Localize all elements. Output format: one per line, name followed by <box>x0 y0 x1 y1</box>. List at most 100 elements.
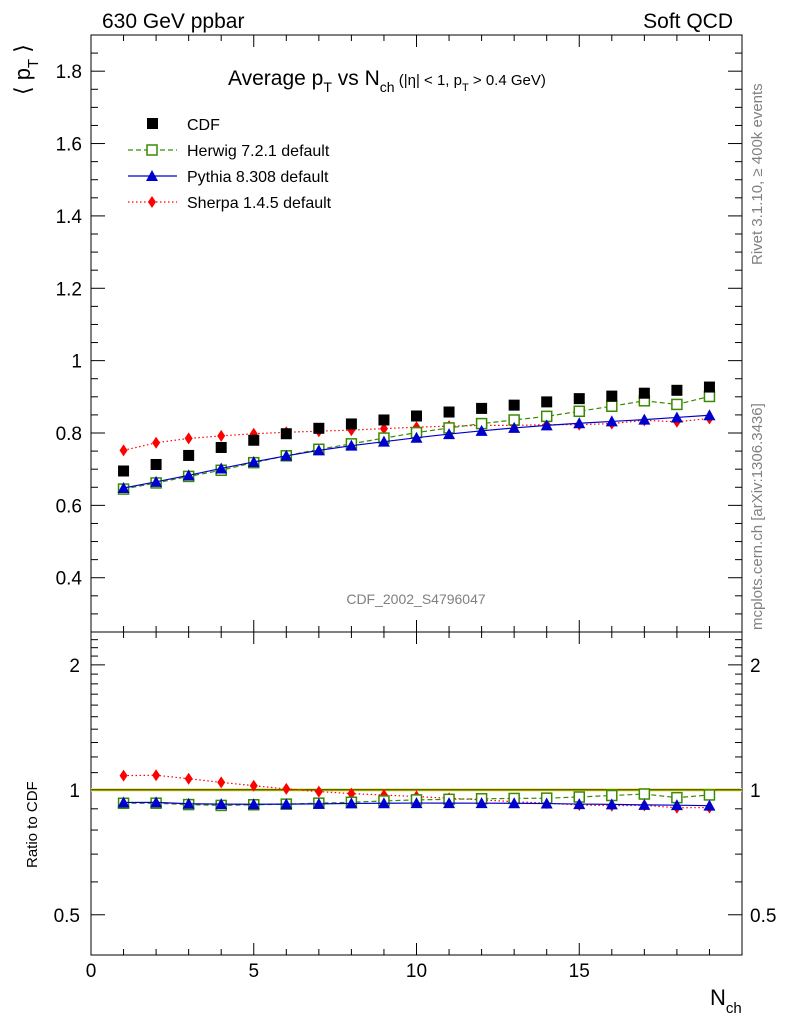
ratio-point-pythia <box>215 798 228 810</box>
ratio-point-pythia <box>410 797 423 809</box>
data-point-cdf <box>215 441 227 453</box>
y-axis-label: ⟨ pT ⟩ <box>10 44 42 95</box>
data-point-herwig <box>703 390 716 403</box>
mcplots-label: mcplots.cern.ch [arXiv:1306.3436] <box>749 403 766 630</box>
data-point-pythia <box>150 475 163 487</box>
y-tick-label: 1.4 <box>56 207 83 228</box>
data-point-pythia <box>475 424 488 436</box>
ratio-point-sherpa <box>282 782 291 795</box>
header-right: Soft QCD <box>643 10 733 33</box>
data-point-sherpa <box>152 436 161 449</box>
main-series <box>117 381 716 495</box>
ratio-point-pythia <box>670 799 683 811</box>
ratio-point-herwig <box>638 788 651 800</box>
x-tick-label: 10 <box>406 961 427 982</box>
legend-entry-herwig: Herwig 7.2.1 default <box>128 143 330 160</box>
ratio-point-sherpa <box>119 769 128 782</box>
data-point-pythia <box>345 439 358 451</box>
ratio-tick-label-left: 0.5 <box>54 906 80 927</box>
ratio-point-pythia <box>117 796 130 808</box>
x-tick-label: 5 <box>248 961 259 982</box>
data-point-cdf <box>183 449 195 461</box>
ratio-point-pythia <box>638 798 651 810</box>
y-tick-label: 1.2 <box>56 279 82 300</box>
ratio-series <box>117 769 716 814</box>
ratio-point-pythia <box>540 797 553 809</box>
data-point-pythia <box>540 419 553 431</box>
legend-label-sherpa: Sherpa 1.4.5 default <box>187 195 332 212</box>
legend-marker-pythia <box>146 170 158 181</box>
y-tick-label: 0.6 <box>56 496 82 517</box>
data-point-cdf <box>476 402 488 414</box>
data-point-cdf <box>443 406 455 418</box>
ratio-point-sherpa <box>217 776 226 789</box>
x-tick-label: 15 <box>569 961 590 982</box>
data-point-cdf <box>248 434 260 446</box>
data-point-pythia <box>443 428 456 440</box>
y-tick-label: 1 <box>71 352 82 373</box>
data-point-pythia <box>410 431 423 443</box>
ratio-point-pythia <box>377 797 390 809</box>
data-point-cdf <box>313 422 325 434</box>
legend-label-pythia: Pythia 8.308 default <box>187 169 329 186</box>
ratio-point-sherpa <box>184 772 193 785</box>
data-point-sherpa <box>217 429 226 442</box>
ratio-point-pythia <box>475 797 488 809</box>
legend-entry-sherpa: Sherpa 1.4.5 default <box>128 195 332 212</box>
ratio-reference <box>91 788 742 792</box>
x-axis-label: Nch <box>710 985 742 1017</box>
data-point-pythia <box>703 409 716 421</box>
data-point-sherpa <box>184 432 193 445</box>
ratio-point-sherpa <box>249 779 258 792</box>
data-point-cdf <box>508 399 520 411</box>
legend-marker-sherpa <box>148 196 156 208</box>
legend-label-cdf: CDF <box>187 117 220 134</box>
data-point-pythia <box>670 411 683 423</box>
data-point-cdf <box>411 410 422 422</box>
data-point-cdf <box>703 381 715 393</box>
data-point-pythia <box>508 421 521 433</box>
data-point-pythia <box>280 449 293 461</box>
data-point-herwig <box>606 400 618 412</box>
data-point-cdf <box>378 414 390 426</box>
ratio-y-axis-label: Ratio to CDF <box>24 781 41 868</box>
legend-entry-cdf: CDF <box>147 117 220 134</box>
data-point-cdf <box>280 428 292 440</box>
ratio-point-pythia <box>573 798 586 810</box>
ratio-point-pythia <box>312 797 325 809</box>
data-point-cdf <box>118 465 130 477</box>
x-tick-label: 0 <box>86 961 97 982</box>
legend-label-herwig: Herwig 7.2.1 default <box>187 143 330 160</box>
ratio-tick-label-right: 2 <box>750 656 761 677</box>
y-tick-label: 0.8 <box>56 424 82 445</box>
data-point-cdf <box>345 418 357 430</box>
y-tick-label: 1.8 <box>56 62 82 83</box>
ratio-tick-label-left: 1 <box>69 781 80 802</box>
data-point-sherpa <box>119 444 128 457</box>
data-point-cdf <box>671 384 683 396</box>
data-point-pythia <box>605 415 618 427</box>
legend: CDF Herwig 7.2.1 default Pythia 8.308 de… <box>128 117 332 212</box>
data-point-pythia <box>117 481 130 493</box>
ratio-point-sherpa <box>152 769 161 782</box>
y-tick-label: 1.6 <box>56 135 82 156</box>
ratio-point-sherpa <box>314 785 323 798</box>
ratio-point-pythia <box>605 798 618 810</box>
ratio-point-pythia <box>182 797 195 809</box>
data-point-herwig <box>573 405 585 418</box>
ratio-point-herwig <box>703 789 716 801</box>
ratio-point-pythia <box>150 796 163 808</box>
data-point-cdf <box>541 396 553 408</box>
data-point-cdf <box>606 390 618 402</box>
data-point-pythia <box>377 435 390 447</box>
legend-entry-pythia: Pythia 8.308 default <box>128 169 329 186</box>
data-point-pythia <box>215 462 228 474</box>
rivet-label: Rivet 3.1.10, ≥ 400k events <box>749 83 766 265</box>
y-tick-label: 0.4 <box>56 569 83 590</box>
ratio-point-pythia <box>508 797 521 809</box>
ratio-point-pythia <box>703 799 716 811</box>
data-point-pythia <box>573 417 586 429</box>
ratio-point-pythia <box>280 798 293 810</box>
data-point-herwig <box>671 398 683 411</box>
